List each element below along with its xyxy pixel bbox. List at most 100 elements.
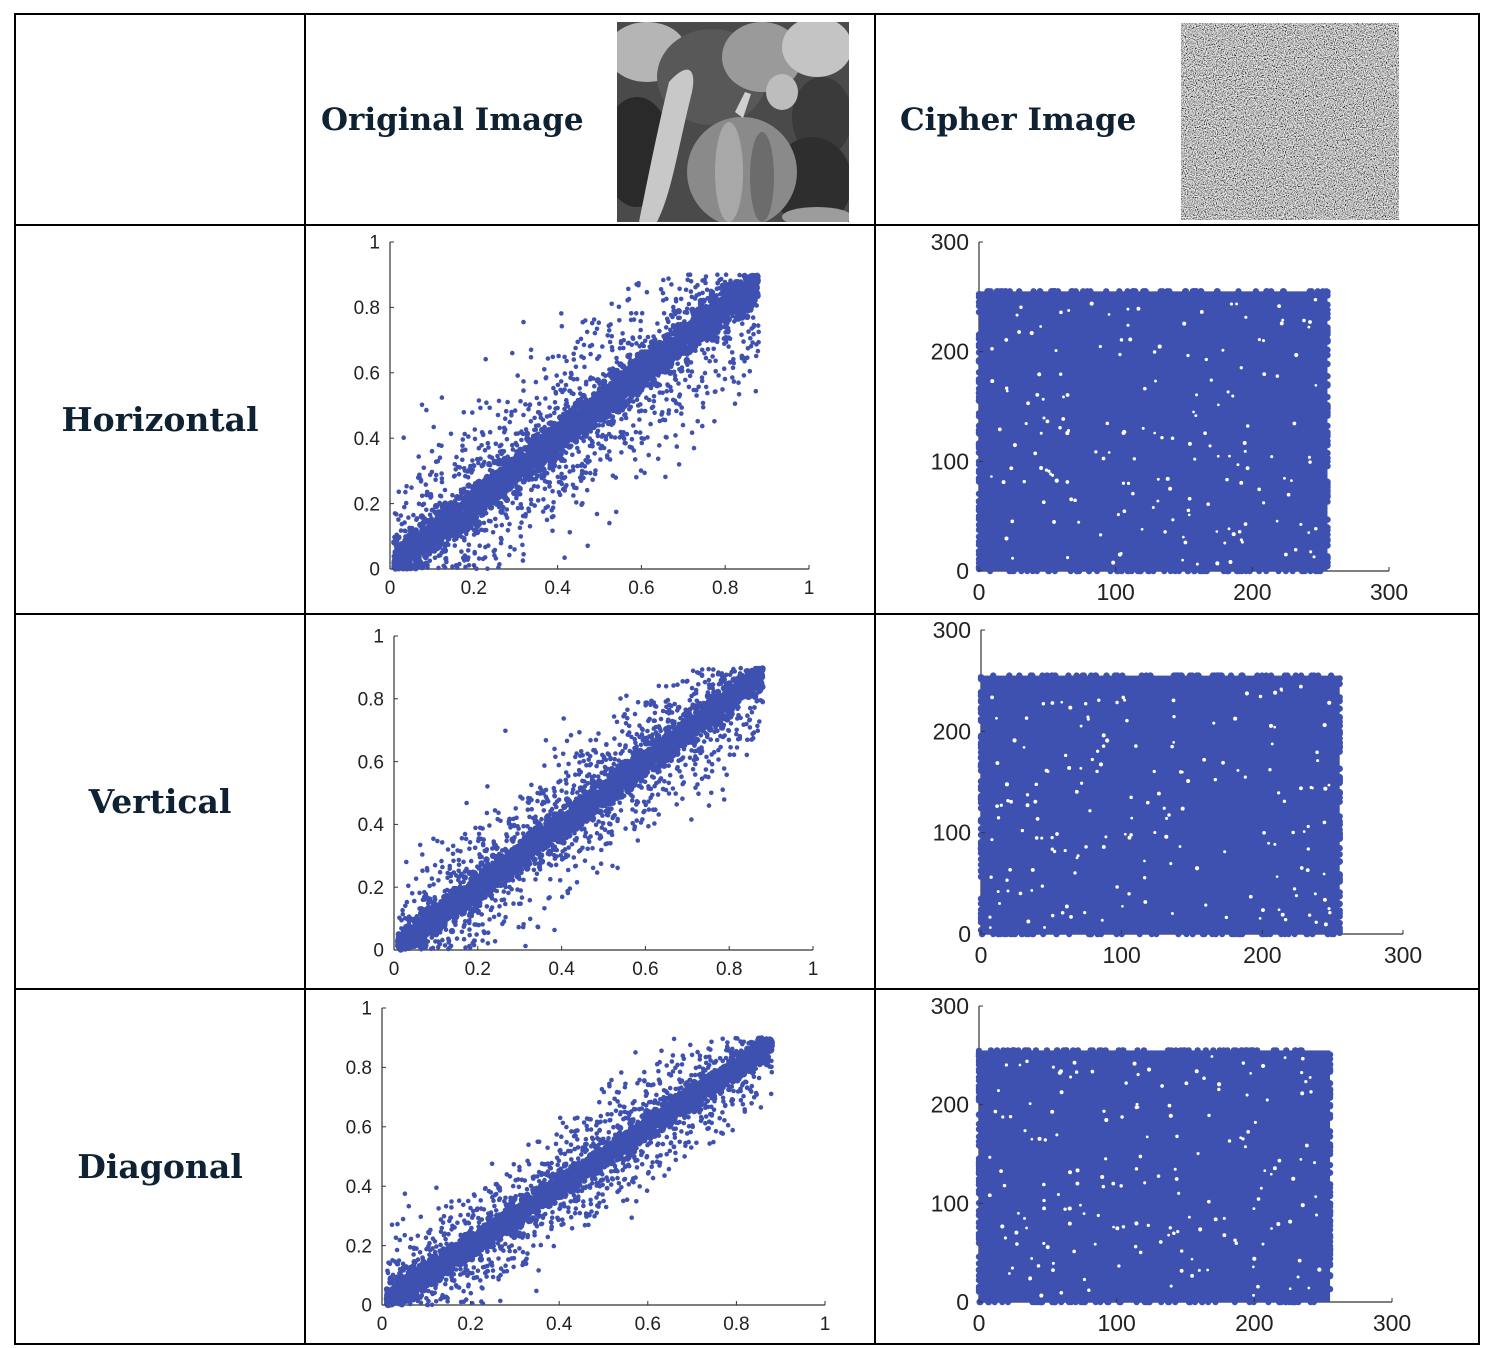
scatter-point (633, 429, 639, 435)
scatter-point (714, 286, 720, 292)
scatter-point (581, 422, 589, 429)
scatter-point (1093, 567, 1101, 575)
scatter-point (563, 484, 568, 490)
scatter-gap (1126, 481, 1131, 485)
scatter-point (655, 321, 660, 326)
scatter-gap (1012, 442, 1017, 448)
scatter-point (528, 473, 533, 479)
scatter-point (1312, 567, 1319, 575)
scatter-point (616, 381, 622, 387)
scatter-gap (1231, 394, 1235, 398)
scatter-point (397, 550, 404, 557)
scatter-gap (1044, 468, 1049, 472)
x-tick-label: 0.2 (461, 578, 487, 599)
original-image-label: Original Image (321, 101, 584, 138)
scatter-point (552, 410, 557, 416)
scatter-point (479, 527, 484, 533)
scatter-point (562, 458, 567, 463)
scatter-gap (1186, 508, 1191, 513)
scatter-point (563, 464, 569, 469)
scatter-point (402, 520, 407, 525)
scatter-point (722, 279, 728, 285)
scatter-point (520, 558, 526, 563)
scatter-point (639, 436, 644, 441)
scatter-point (656, 356, 662, 362)
scatter-point (482, 555, 488, 560)
scatter-point (543, 396, 548, 401)
scatter-point (405, 533, 412, 540)
scatter-point (479, 430, 485, 435)
scatter-point (540, 509, 546, 514)
scatter-gap (1182, 321, 1187, 326)
scatter-point (710, 314, 717, 321)
scatter-point (1324, 527, 1331, 534)
row-label-horizontal: Horizontal (14, 224, 306, 615)
scatter-point (608, 434, 614, 439)
scatter-point (730, 375, 735, 380)
scatter-point (708, 327, 714, 333)
scatter-gap (1073, 498, 1077, 503)
scatter-point (671, 304, 676, 310)
scatter-point (569, 390, 575, 396)
scatter-gap (1209, 378, 1213, 382)
scatter-point (448, 431, 454, 437)
scatter-point (729, 350, 735, 355)
scatter-point (688, 360, 694, 365)
scatter-point (541, 497, 546, 502)
scatter-point (690, 334, 695, 339)
scatter-gap (1052, 520, 1056, 524)
scatter-point (496, 398, 502, 404)
scatter-point (581, 418, 587, 423)
scatter-point (409, 485, 414, 490)
scatter-point (525, 448, 530, 453)
scatter-point (528, 497, 534, 503)
scatter-point (1262, 567, 1270, 575)
scatter-point (975, 461, 983, 468)
scatter-point (662, 357, 667, 362)
scatter-point (675, 335, 681, 340)
scatter-point (544, 517, 550, 523)
scatter-point (464, 491, 470, 497)
scatter-point (582, 364, 587, 370)
scatter-point (1324, 288, 1331, 296)
scatter-point (532, 427, 537, 433)
scatter-point (482, 448, 488, 453)
scatter-point (1324, 458, 1331, 465)
scatter-point (458, 520, 464, 525)
y-tick-label: 0.4 (354, 429, 381, 450)
scatter-point (452, 462, 458, 467)
scatter-point (1289, 567, 1296, 575)
scatter-point (693, 348, 698, 353)
scatter-point (406, 539, 413, 546)
scatter-point (699, 378, 705, 384)
scatter-point (1238, 567, 1246, 575)
scatter-point (476, 398, 482, 403)
scatter-point (975, 369, 983, 376)
scatter-point (748, 273, 753, 279)
scatter-point (478, 405, 483, 411)
scatter-point (975, 302, 983, 310)
scatter-point (575, 463, 580, 469)
scatter-point (683, 334, 688, 340)
scatter-point (465, 469, 470, 474)
scatter-point (641, 343, 647, 349)
scatter-point (633, 311, 639, 316)
scatter-point (399, 560, 406, 567)
scatter-gap (1004, 337, 1009, 342)
cipher-horizontal-point-field (979, 291, 1328, 571)
scatter-point (490, 530, 496, 535)
scatter-point (492, 496, 498, 501)
scatter-point (536, 410, 542, 415)
scatter-point (671, 369, 677, 375)
scatter-point (567, 423, 573, 429)
scatter-point (604, 453, 610, 458)
scatter-gap (1244, 315, 1248, 319)
scatter-point (394, 512, 399, 517)
scatter-point (1191, 288, 1199, 295)
scatter-point (614, 398, 619, 403)
scatter-point (700, 316, 706, 321)
scatter-point (638, 371, 644, 376)
scatter-point (1125, 567, 1132, 575)
scatter-gap (1307, 325, 1311, 329)
scatter-point (616, 304, 622, 310)
